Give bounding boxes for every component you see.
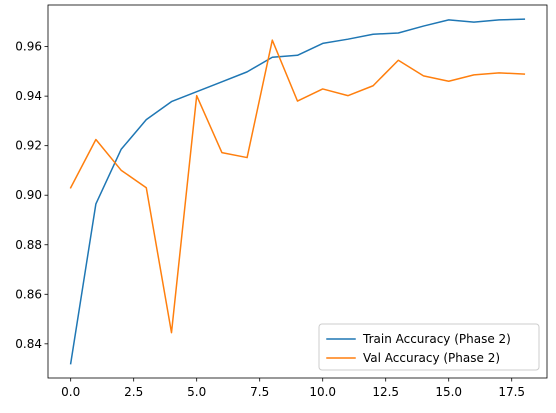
plot-area — [48, 5, 547, 378]
x-tick-label: 17.5 — [498, 385, 525, 399]
x-tick-label: 15.0 — [435, 385, 462, 399]
x-tick-label: 2.5 — [124, 385, 143, 399]
x-tick-label: 5.0 — [187, 385, 206, 399]
y-axis-ticks: 0.84 0.86 0.88 0.90 0.92 0.94 0.96 — [15, 40, 48, 351]
legend-label-train: Train Accuracy (Phase 2) — [362, 332, 511, 346]
series-line-val — [69, 39, 526, 334]
y-tick-label: 0.84 — [15, 337, 42, 351]
legend: Train Accuracy (Phase 2) Val Accuracy (P… — [318, 323, 540, 371]
y-tick-label: 0.96 — [15, 40, 42, 54]
legend-label-val: Val Accuracy (Phase 2) — [363, 351, 500, 365]
series-line-train — [69, 18, 526, 365]
y-tick-label: 0.94 — [15, 89, 42, 103]
y-tick-label: 0.92 — [15, 139, 42, 153]
x-tick-label: 10.0 — [309, 385, 336, 399]
y-tick-label: 0.90 — [15, 188, 42, 202]
series-layer — [69, 18, 526, 365]
axes-layer — [47, 4, 548, 379]
y-tick-label: 0.88 — [15, 238, 42, 252]
x-tick-label: 0.0 — [61, 385, 80, 399]
y-tick-label: 0.86 — [15, 287, 42, 301]
x-tick-label: 12.5 — [372, 385, 399, 399]
x-tick-label: 7.5 — [250, 385, 269, 399]
x-axis-ticks: 0.0 2.5 5.0 7.5 10.0 12.5 15.0 17.5 — [61, 378, 525, 399]
legend-box — [318, 323, 540, 371]
axes-frame — [47, 4, 548, 379]
